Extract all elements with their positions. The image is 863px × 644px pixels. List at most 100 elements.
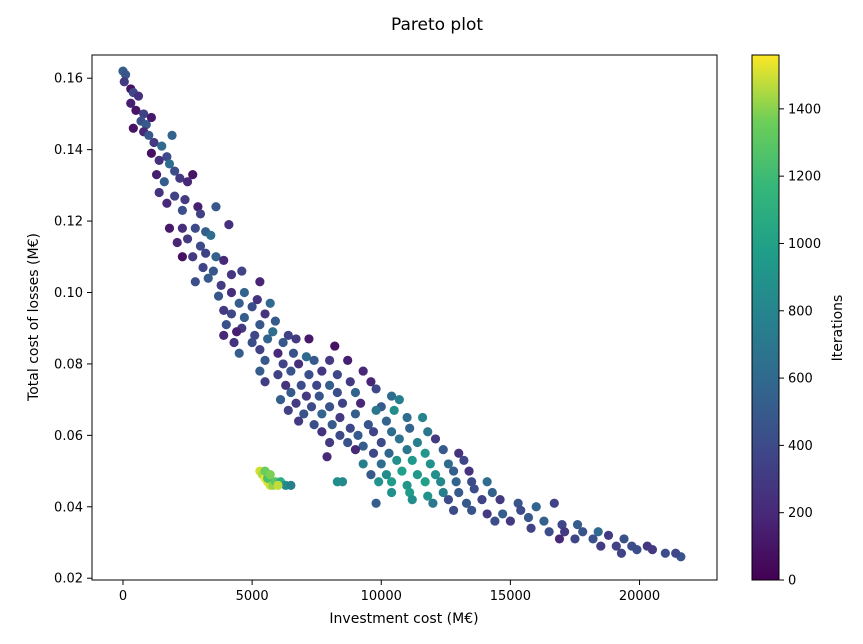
y-tick-label: 0.08: [54, 357, 83, 372]
scatter-point: [211, 202, 221, 212]
scatter-point: [157, 141, 167, 151]
scatter-point: [451, 477, 461, 487]
scatter-point: [177, 223, 187, 233]
scatter-point: [412, 437, 423, 448]
scatter-point: [572, 520, 583, 530]
scatter-point: [523, 512, 534, 523]
scatter-point: [149, 137, 159, 148]
scatter-point: [358, 441, 368, 451]
scatter-point: [443, 495, 454, 505]
scatter-point: [247, 302, 257, 312]
scatter-point: [154, 155, 164, 165]
scatter-point: [216, 280, 226, 290]
colorbar-tick-label: 200: [788, 506, 813, 521]
scatter-point: [420, 448, 430, 458]
scatter-point: [309, 420, 319, 430]
x-axis-label: Investment cost (M€): [329, 611, 478, 627]
scatter-point: [560, 527, 570, 537]
scatter-point: [170, 166, 180, 176]
scatter-point: [304, 370, 314, 380]
scatter-point: [198, 262, 208, 273]
scatter-point: [428, 498, 438, 508]
scatter-point: [345, 377, 355, 387]
scatter-point: [438, 445, 448, 455]
y-tick-label: 0.02: [54, 572, 83, 587]
scatter-point: [531, 502, 541, 512]
scatter-point: [632, 545, 642, 555]
scatter-point: [557, 520, 567, 530]
scatter-point: [172, 237, 182, 248]
scatter-point: [288, 348, 299, 358]
scatter-point: [611, 541, 621, 551]
scatter-point: [402, 412, 412, 423]
scatter-point: [180, 195, 190, 205]
scatter-point: [283, 330, 293, 340]
scatter-point: [454, 448, 464, 458]
scatter-point: [273, 348, 283, 358]
scatter-point: [332, 477, 342, 487]
scatter-point: [603, 530, 614, 540]
x-tick-label: 0: [119, 589, 127, 604]
x-tick-label: 10000: [361, 589, 402, 604]
scatter-point: [381, 416, 392, 426]
scatter-point: [477, 495, 487, 505]
scatter-point: [278, 359, 288, 369]
scatter-point: [371, 384, 381, 394]
colorbar-label: Iterations: [830, 295, 846, 362]
scatter-point: [671, 548, 681, 558]
scatter-point: [182, 177, 193, 187]
scatter-point: [299, 409, 309, 419]
scatter-point: [330, 341, 340, 351]
scatter-point: [283, 405, 293, 415]
scatter-point: [616, 548, 627, 558]
scatter-point: [513, 498, 523, 508]
scatter-point: [139, 109, 149, 119]
scatter-point: [177, 205, 187, 215]
colorbar-tick-label: 600: [788, 372, 813, 387]
scatter-point: [448, 466, 459, 476]
scatter-point: [407, 495, 417, 505]
scatter-point: [325, 437, 335, 448]
scatter-point: [154, 187, 164, 198]
scatter-point: [423, 491, 433, 501]
scatter-point: [182, 234, 193, 244]
scatter-point: [270, 316, 280, 326]
y-tick-label: 0.12: [54, 215, 83, 230]
colorbar-tick-label: 0: [788, 574, 796, 589]
scatter-point: [239, 312, 249, 323]
scatter-point: [232, 327, 242, 337]
scatter-point: [350, 409, 361, 419]
scatter-point: [286, 387, 296, 398]
scatter-point: [376, 437, 386, 448]
scatter-point: [226, 287, 237, 298]
scatter-point: [119, 77, 129, 87]
scatter-point: [208, 266, 218, 276]
scatter-point: [164, 159, 175, 169]
scatter-point: [131, 105, 141, 115]
scatter-point: [381, 470, 392, 480]
scatter-point: [265, 470, 275, 480]
y-axis-label: Total cost of losses (M€): [26, 233, 42, 402]
scatter-point: [239, 287, 249, 298]
scatter-point: [162, 198, 172, 208]
scatter-point: [237, 266, 247, 276]
scatter-point: [260, 309, 270, 319]
scatter-point: [281, 380, 291, 390]
scatter-point: [219, 305, 229, 315]
scatter-point: [397, 466, 407, 476]
scatter-point: [317, 409, 327, 419]
scatter-point: [335, 412, 345, 423]
colorbar-tick-label: 800: [788, 304, 813, 319]
scatter-point: [430, 434, 441, 444]
scatter-point: [226, 270, 237, 280]
scatter-point: [526, 523, 536, 533]
scatter-point: [405, 423, 415, 433]
scatter-point: [226, 309, 237, 319]
scatter-point: [255, 366, 265, 376]
scatter-point: [273, 370, 283, 380]
scatter-point: [467, 505, 477, 515]
scatter-point: [291, 334, 301, 344]
x-tick-label: 20000: [619, 589, 660, 604]
scatter-point: [402, 445, 412, 455]
